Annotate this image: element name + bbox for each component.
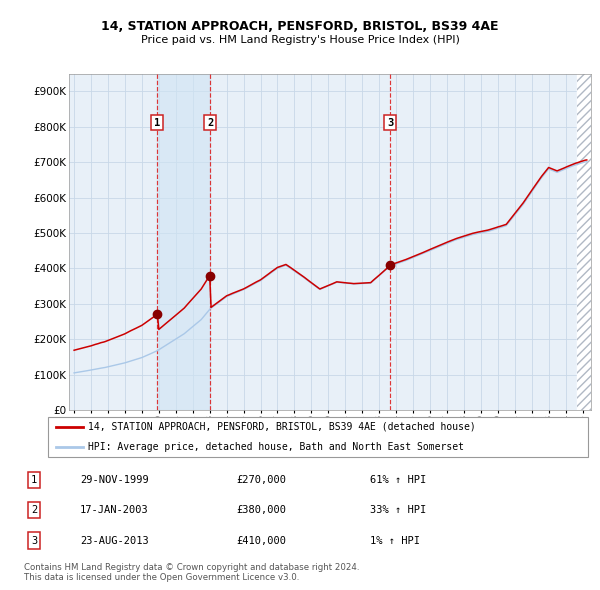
Text: Contains HM Land Registry data © Crown copyright and database right 2024.: Contains HM Land Registry data © Crown c… xyxy=(24,563,359,572)
Bar xyxy=(577,74,599,410)
Text: 2: 2 xyxy=(31,506,37,515)
Text: HPI: Average price, detached house, Bath and North East Somerset: HPI: Average price, detached house, Bath… xyxy=(89,442,464,452)
Text: 17-JAN-2003: 17-JAN-2003 xyxy=(80,506,149,515)
Text: 3: 3 xyxy=(387,117,393,127)
Text: This data is licensed under the Open Government Licence v3.0.: This data is licensed under the Open Gov… xyxy=(24,572,299,582)
Text: 1% ↑ HPI: 1% ↑ HPI xyxy=(370,536,420,546)
Text: 61% ↑ HPI: 61% ↑ HPI xyxy=(370,475,426,485)
Text: 23-AUG-2013: 23-AUG-2013 xyxy=(80,536,149,546)
Bar xyxy=(157,74,211,410)
Text: £410,000: £410,000 xyxy=(236,536,286,546)
Bar xyxy=(577,74,599,410)
Text: 1: 1 xyxy=(154,117,160,127)
Text: Price paid vs. HM Land Registry's House Price Index (HPI): Price paid vs. HM Land Registry's House … xyxy=(140,35,460,45)
Text: 14, STATION APPROACH, PENSFORD, BRISTOL, BS39 4AE (detached house): 14, STATION APPROACH, PENSFORD, BRISTOL,… xyxy=(89,422,476,432)
Text: £380,000: £380,000 xyxy=(236,506,286,515)
Text: £270,000: £270,000 xyxy=(236,475,286,485)
Text: 14, STATION APPROACH, PENSFORD, BRISTOL, BS39 4AE: 14, STATION APPROACH, PENSFORD, BRISTOL,… xyxy=(101,20,499,33)
Text: 1: 1 xyxy=(31,475,37,485)
Text: 33% ↑ HPI: 33% ↑ HPI xyxy=(370,506,426,515)
FancyBboxPatch shape xyxy=(48,417,588,457)
Text: 3: 3 xyxy=(31,536,37,546)
Text: 2: 2 xyxy=(207,117,214,127)
Text: 29-NOV-1999: 29-NOV-1999 xyxy=(80,475,149,485)
